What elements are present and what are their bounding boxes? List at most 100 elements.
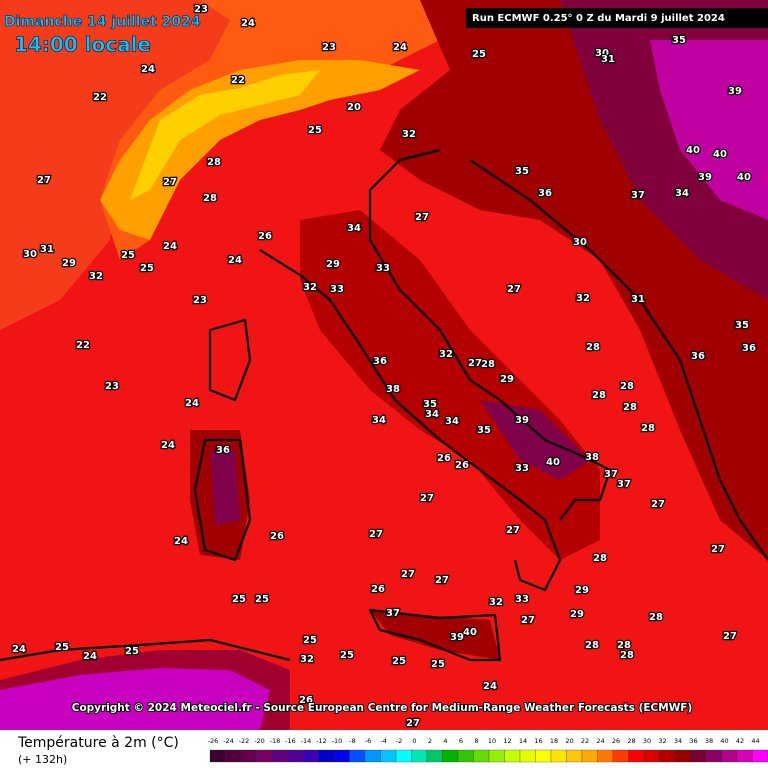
temperature-label: 32 (402, 129, 416, 140)
temperature-label: 22 (76, 340, 90, 351)
temperature-label: 27 (420, 493, 434, 504)
legend-tick-label: 26 (612, 737, 620, 745)
legend-swatch (271, 749, 288, 763)
legend-swatch (426, 749, 443, 763)
temperature-label: 31 (601, 54, 615, 65)
temperature-label: 39 (515, 415, 529, 426)
temperature-label: 20 (347, 102, 361, 113)
temperature-label: 28 (586, 342, 600, 353)
temperature-label: 34 (675, 188, 689, 199)
temperature-label: 36 (216, 445, 230, 456)
coastlines (0, 148, 768, 662)
legend-swatch (457, 749, 474, 763)
temperature-label: 36 (373, 356, 387, 367)
temperature-label: 28 (649, 612, 663, 623)
temperature-label: 28 (623, 402, 637, 413)
temperature-label: 30 (595, 48, 609, 59)
legend-swatch (473, 749, 490, 763)
legend-swatch (628, 749, 645, 763)
temperature-label: 28 (592, 390, 606, 401)
temperature-label: 26 (455, 460, 469, 471)
temperature-label: 29 (570, 609, 584, 620)
legend-tick-label: 16 (534, 737, 542, 745)
temperature-label: 31 (631, 294, 645, 305)
legend-tick-label: 34 (674, 737, 682, 745)
legend-swatch (674, 749, 691, 763)
run-info: Run ECMWF 0.25° 0 Z du Mardi 9 juillet 2… (472, 13, 725, 24)
temperature-label: 27 (435, 575, 449, 586)
legend-tick-label: 22 (581, 737, 589, 745)
legend-tick-label: 6 (459, 737, 463, 745)
temperature-label: 25 (121, 250, 135, 261)
legend-swatch (721, 749, 738, 763)
legend-swatch (349, 749, 366, 763)
temperature-label: 26 (299, 695, 313, 706)
temperature-label: 28 (585, 640, 599, 651)
legend-tick-label: -12 (316, 737, 327, 745)
legend-tick-label: 12 (503, 737, 511, 745)
temperature-label: 28 (617, 640, 631, 651)
temperature-label: 27 (651, 499, 665, 510)
temperature-label: 40 (737, 172, 751, 183)
legend-tick-label: 8 (474, 737, 478, 745)
legend-swatch (488, 749, 505, 763)
temperature-label: 27 (415, 212, 429, 223)
legend-swatch (659, 749, 676, 763)
legend-swatch (690, 749, 707, 763)
temperature-label: 32 (576, 293, 590, 304)
temperature-label: 28 (203, 193, 217, 204)
temperature-label: 27 (506, 525, 520, 536)
legend-swatch (364, 749, 381, 763)
legend-tick-label: -20 (254, 737, 265, 745)
temperature-label: 22 (231, 75, 245, 86)
temperature-label: 25 (140, 263, 154, 274)
temperature-label: 40 (463, 627, 477, 638)
legend-swatch (302, 749, 319, 763)
temperature-label: 40 (686, 145, 700, 156)
temperature-label: 32 (439, 349, 453, 360)
legend-tick-label: 32 (658, 737, 666, 745)
temperature-label: 31 (40, 244, 54, 255)
legend-tick-label: -16 (285, 737, 296, 745)
legend-swatch (225, 749, 242, 763)
temperature-label: 35 (672, 35, 686, 46)
temperature-label: 24 (228, 255, 242, 266)
legend-swatch (504, 749, 521, 763)
temperature-label: 40 (546, 457, 560, 468)
legend-tick-label: -24 (223, 737, 234, 745)
temperature-label: 23 (105, 381, 119, 392)
temperature-label: 32 (303, 282, 317, 293)
temperature-label: 24 (12, 644, 26, 655)
legend-swatch (411, 749, 428, 763)
temperature-label: 28 (593, 553, 607, 564)
temperature-label: 28 (641, 423, 655, 434)
legend-tick-label: 36 (689, 737, 697, 745)
temperature-label: 23 (194, 4, 208, 15)
legend-swatch (380, 749, 397, 763)
temperature-label: 25 (303, 635, 317, 646)
temperature-label: 26 (371, 584, 385, 595)
map-background (0, 0, 768, 730)
temperature-label: 24 (393, 42, 407, 53)
temperature-label: 35 (477, 425, 491, 436)
map-date: Dimanche 14 juillet 2024 (4, 14, 201, 30)
temperature-label: 33 (515, 594, 529, 605)
legend-swatch (318, 749, 335, 763)
temperature-label: 25 (232, 594, 246, 605)
temperature-label: 24 (241, 18, 255, 29)
legend-swatch (736, 749, 753, 763)
legend-swatch (240, 749, 257, 763)
legend-tick-label: 42 (736, 737, 744, 745)
temperature-label: 39 (698, 172, 712, 183)
legend-tick-label: 38 (705, 737, 713, 745)
temperature-label: 26 (258, 231, 272, 242)
legend-swatch (442, 749, 459, 763)
legend-tick-label: 40 (720, 737, 728, 745)
legend-tick-label: 2 (428, 737, 432, 745)
temperature-label: 35 (515, 166, 529, 177)
temperature-label: 22 (93, 92, 107, 103)
legend-tick-label: 30 (643, 737, 651, 745)
legend-tick-label: -18 (270, 737, 281, 745)
temperature-label: 25 (472, 49, 486, 60)
